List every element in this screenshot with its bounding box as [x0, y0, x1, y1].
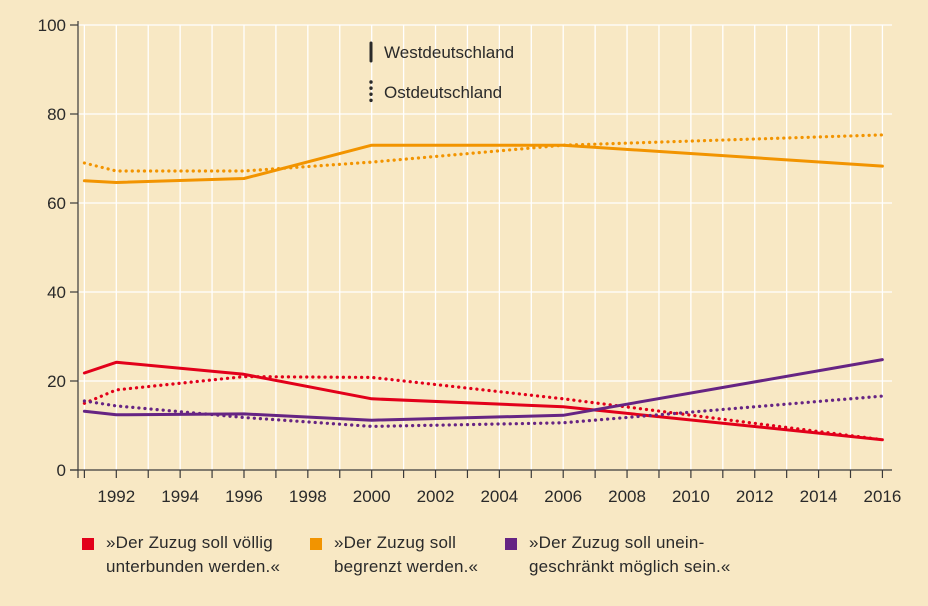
legend-swatch-red: [82, 538, 94, 550]
series-line-red-west: [82, 360, 884, 442]
legend-label-purple-line1: »Der Zuzug soll unein-: [529, 533, 705, 552]
x-tick-label: 2002: [417, 487, 455, 506]
x-tick-label: 2008: [608, 487, 646, 506]
legend-label-red-line1: »Der Zuzug soll völlig: [106, 533, 273, 552]
y-tick-label: 40: [47, 283, 66, 302]
x-tick-label: 2010: [672, 487, 710, 506]
x-tick-label: 1996: [225, 487, 263, 506]
y-tick-label: 0: [57, 461, 66, 480]
series-line-purple-west: [82, 358, 884, 422]
legend-item-orange: »Der Zuzug soll begrenzt werden.«: [310, 531, 478, 579]
x-tick-label: 1992: [97, 487, 135, 506]
legend-label-orange-line2: begrenzt werden.«: [334, 557, 479, 576]
x-tick-label: 2000: [353, 487, 391, 506]
x-tick-label: 2012: [736, 487, 774, 506]
y-tick-label: 80: [47, 105, 66, 124]
legend-label-purple-line2: geschränkt möglich sein.«: [529, 557, 731, 576]
legend-swatch-orange: [310, 538, 322, 550]
x-tick-label: 1994: [161, 487, 199, 506]
legend-label-orange-line1: »Der Zuzug soll: [334, 533, 457, 552]
series-line-orange-west: [82, 143, 884, 184]
y-tick-label: 60: [47, 194, 66, 213]
legend-label-red-line2: unterbunden werden.«: [106, 557, 281, 576]
style-legend-east-label: Ostdeutschland: [384, 83, 502, 102]
x-tick-label: 2014: [800, 487, 838, 506]
y-tick-label: 20: [47, 372, 66, 391]
x-tick-label: 1998: [289, 487, 327, 506]
series-line-purple-ost: [82, 394, 885, 428]
series-line-red-ost: [82, 375, 885, 442]
series-line-orange-ost: [82, 133, 885, 173]
y-tick-label: 100: [38, 16, 66, 35]
legend-swatch-purple: [505, 538, 517, 550]
style-legend-west-label: Westdeutschland: [384, 43, 514, 62]
legend-item-red: »Der Zuzug soll völlig unterbunden werde…: [82, 531, 280, 579]
x-tick-label: 2004: [480, 487, 518, 506]
x-tick-label: 2016: [864, 487, 902, 506]
legend-item-purple: »Der Zuzug soll unein- geschränkt möglic…: [505, 531, 731, 579]
x-tick-label: 2006: [544, 487, 582, 506]
